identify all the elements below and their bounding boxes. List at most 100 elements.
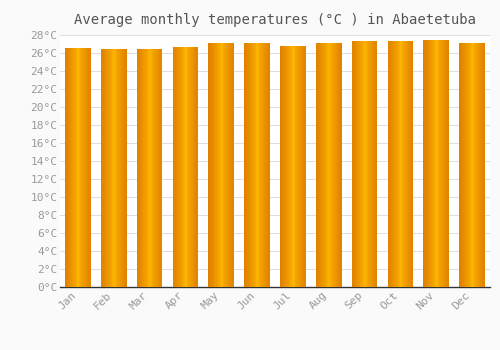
Bar bbox=[462, 43, 463, 287]
Bar bbox=[197, 47, 198, 287]
Bar bbox=[246, 43, 247, 287]
Bar bbox=[444, 40, 446, 287]
Bar bbox=[302, 46, 303, 287]
Bar bbox=[266, 43, 267, 287]
Bar bbox=[440, 40, 441, 287]
Bar bbox=[284, 46, 285, 287]
Bar bbox=[65, 48, 66, 287]
Bar bbox=[216, 43, 218, 287]
Bar bbox=[398, 41, 399, 287]
Bar bbox=[330, 43, 332, 287]
Bar bbox=[303, 46, 304, 287]
Bar bbox=[465, 43, 466, 287]
Bar bbox=[220, 43, 221, 287]
Bar bbox=[193, 47, 194, 287]
Bar bbox=[355, 41, 356, 287]
Bar bbox=[151, 49, 152, 287]
Bar bbox=[221, 43, 222, 287]
Bar bbox=[103, 49, 104, 287]
Bar bbox=[111, 49, 112, 287]
Bar bbox=[446, 40, 447, 287]
Bar bbox=[367, 41, 368, 287]
Bar bbox=[160, 49, 161, 287]
Bar bbox=[321, 43, 322, 287]
Bar bbox=[332, 43, 334, 287]
Bar bbox=[149, 49, 150, 287]
Bar bbox=[209, 43, 210, 287]
Bar bbox=[80, 48, 81, 287]
Bar bbox=[401, 41, 402, 287]
Bar bbox=[289, 46, 290, 287]
Bar bbox=[208, 43, 209, 287]
Bar bbox=[258, 43, 259, 287]
Bar bbox=[336, 43, 337, 287]
Bar bbox=[230, 43, 231, 287]
Bar bbox=[326, 43, 327, 287]
Bar bbox=[404, 41, 405, 287]
Bar bbox=[409, 41, 410, 287]
Bar bbox=[90, 48, 91, 287]
Bar bbox=[324, 43, 325, 287]
Bar bbox=[231, 43, 232, 287]
Bar bbox=[287, 46, 288, 287]
Bar bbox=[403, 41, 404, 287]
Bar bbox=[83, 48, 84, 287]
Bar bbox=[290, 46, 291, 287]
Bar bbox=[256, 43, 257, 287]
Bar bbox=[161, 49, 162, 287]
Bar bbox=[158, 49, 160, 287]
Bar bbox=[74, 48, 76, 287]
Bar bbox=[88, 48, 89, 287]
Bar bbox=[410, 41, 412, 287]
Bar bbox=[429, 40, 430, 287]
Bar bbox=[262, 43, 263, 287]
Bar bbox=[428, 40, 429, 287]
Bar bbox=[261, 43, 262, 287]
Bar bbox=[212, 43, 213, 287]
Bar bbox=[225, 43, 226, 287]
Bar bbox=[191, 47, 192, 287]
Bar bbox=[297, 46, 298, 287]
Bar bbox=[140, 49, 141, 287]
Bar bbox=[228, 43, 229, 287]
Bar bbox=[263, 43, 264, 287]
Bar bbox=[286, 46, 287, 287]
Bar bbox=[339, 43, 340, 287]
Bar bbox=[79, 48, 80, 287]
Bar bbox=[218, 43, 220, 287]
Bar bbox=[390, 41, 392, 287]
Bar bbox=[399, 41, 400, 287]
Bar bbox=[372, 41, 373, 287]
Bar bbox=[190, 47, 191, 287]
Bar bbox=[377, 41, 378, 287]
Bar bbox=[114, 49, 115, 287]
Bar bbox=[470, 43, 471, 287]
Bar bbox=[267, 43, 268, 287]
Bar bbox=[441, 40, 442, 287]
Bar bbox=[78, 48, 79, 287]
Bar bbox=[365, 41, 366, 287]
Bar bbox=[427, 40, 428, 287]
Bar bbox=[136, 49, 138, 287]
Bar bbox=[252, 43, 253, 287]
Bar bbox=[466, 43, 467, 287]
Bar bbox=[338, 43, 339, 287]
Bar bbox=[265, 43, 266, 287]
Bar bbox=[224, 43, 225, 287]
Bar bbox=[394, 41, 396, 287]
Bar bbox=[431, 40, 432, 287]
Bar bbox=[406, 41, 407, 287]
Bar bbox=[320, 43, 321, 287]
Bar bbox=[213, 43, 214, 287]
Bar bbox=[358, 41, 359, 287]
Bar bbox=[323, 43, 324, 287]
Bar bbox=[183, 47, 184, 287]
Bar bbox=[178, 47, 179, 287]
Bar bbox=[325, 43, 326, 287]
Bar bbox=[214, 43, 215, 287]
Bar bbox=[185, 47, 186, 287]
Bar bbox=[362, 41, 364, 287]
Bar bbox=[371, 41, 372, 287]
Bar bbox=[124, 49, 126, 287]
Bar bbox=[327, 43, 328, 287]
